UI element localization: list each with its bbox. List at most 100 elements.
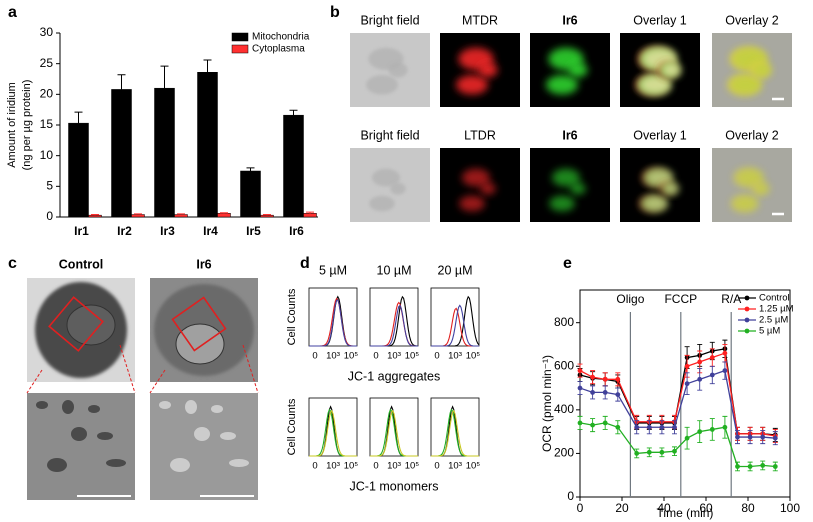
y-tick-label: 800 [554, 315, 574, 329]
image-header: Overlay 2 [725, 13, 779, 27]
cell-signal [663, 182, 679, 195]
series-line [579, 352, 776, 437]
cell-signal [568, 62, 588, 78]
data-point [646, 424, 652, 430]
histogram-curve [370, 304, 418, 347]
histogram-curve [431, 304, 479, 347]
legend-label: 2.5 µM [759, 315, 788, 326]
em-organelle [159, 401, 171, 409]
em-zoom-box [171, 296, 227, 352]
legend-marker [744, 317, 750, 323]
histogram-curve [370, 409, 418, 457]
legend-label: 5 µM [759, 326, 780, 337]
data-point [684, 435, 690, 441]
cell-signal [639, 75, 672, 95]
cell-signal [752, 62, 772, 78]
annotation-label: Oligo [616, 292, 644, 306]
legend-label: Control [759, 293, 790, 304]
y-tick-label: 0 [567, 489, 574, 503]
data-point [615, 424, 621, 430]
cell-signal [642, 195, 668, 212]
y-tick-label: 200 [554, 446, 574, 460]
cell-signal [369, 195, 395, 212]
cell-signal [645, 168, 674, 187]
cell-signal [459, 195, 485, 212]
data-point [709, 372, 715, 378]
em-organelle [71, 427, 87, 441]
cell-signal [549, 195, 575, 212]
y-tick-label: 5 [46, 179, 53, 193]
cell-signal [366, 75, 398, 95]
micrograph-cells [546, 47, 588, 95]
em-organelle [211, 405, 223, 413]
error-bar [203, 59, 212, 73]
histogram-frame [308, 397, 358, 457]
cell-signal [570, 182, 586, 195]
image-header: Overlay 1 [633, 128, 687, 142]
y-tick-label: 10 [40, 148, 54, 162]
y-axis-label: Cell Counts [286, 288, 298, 345]
error-bar [74, 111, 83, 124]
em-organelle [88, 405, 100, 413]
x-tick-label: 60 [699, 501, 713, 515]
concentration-label: 20 µM [438, 263, 473, 277]
data-point [659, 424, 665, 430]
cell-signal [456, 75, 488, 95]
y-tick-label: 0 [46, 209, 53, 223]
bar [197, 72, 218, 218]
zoom-guide [26, 369, 43, 394]
x-tick-label: Ir5 [246, 224, 261, 238]
x-tick-label: 10⁵ [466, 461, 481, 472]
data-point [722, 424, 728, 430]
error-bar [117, 74, 126, 90]
data-point [760, 463, 766, 468]
em-organelle [229, 459, 249, 467]
x-tick-label: 10⁵ [405, 461, 420, 472]
histogram-curve [309, 409, 357, 457]
image-header: Overlay 2 [725, 128, 779, 142]
x-tick-label: 10⁵ [344, 351, 359, 362]
column-header: Control [59, 257, 103, 271]
cell-signal [480, 182, 496, 195]
zoom-guide [119, 344, 136, 394]
y-tick-label: 30 [40, 25, 54, 39]
error-bar [289, 109, 298, 116]
bar [174, 214, 188, 218]
cell-signal [390, 182, 406, 195]
error-bar [306, 211, 314, 214]
histogram-frame [369, 287, 419, 347]
x-tick-label: Ir4 [203, 224, 218, 238]
x-tick-label: 10³ [387, 461, 401, 472]
data-point [602, 376, 608, 382]
em-organelle [185, 400, 197, 414]
bar [283, 114, 304, 218]
x-tick-label: 40 [657, 501, 671, 515]
zoom-guide [149, 369, 166, 394]
error-bar [263, 214, 271, 216]
data-point [634, 424, 640, 430]
data-point [634, 451, 640, 456]
bar [240, 170, 261, 218]
bar [131, 214, 145, 218]
y-tick-label: 600 [554, 358, 574, 372]
cell-signal [729, 75, 762, 95]
image-header: Ir6 [562, 128, 577, 142]
micrograph-cells [549, 168, 586, 212]
legend-label: 1.25 µM [759, 304, 794, 315]
panel-letter: b [330, 4, 340, 21]
y-tick-label: 20 [40, 87, 54, 101]
series-line [579, 348, 776, 436]
y-axis-label: OCR (pmol min⁻¹) [540, 355, 554, 452]
legend-marker [744, 328, 750, 334]
zoom-guide [242, 344, 259, 394]
data-point [602, 420, 608, 426]
histogram-curve [431, 295, 480, 347]
series-line [579, 422, 776, 468]
em-image-zoom [150, 393, 258, 500]
em-image-zoom [27, 393, 135, 500]
x-tick-label: 10³ [387, 351, 401, 362]
em-zoom-box [48, 296, 104, 352]
legend-swatch [231, 44, 249, 54]
x-tick-label: 10³ [448, 351, 462, 362]
